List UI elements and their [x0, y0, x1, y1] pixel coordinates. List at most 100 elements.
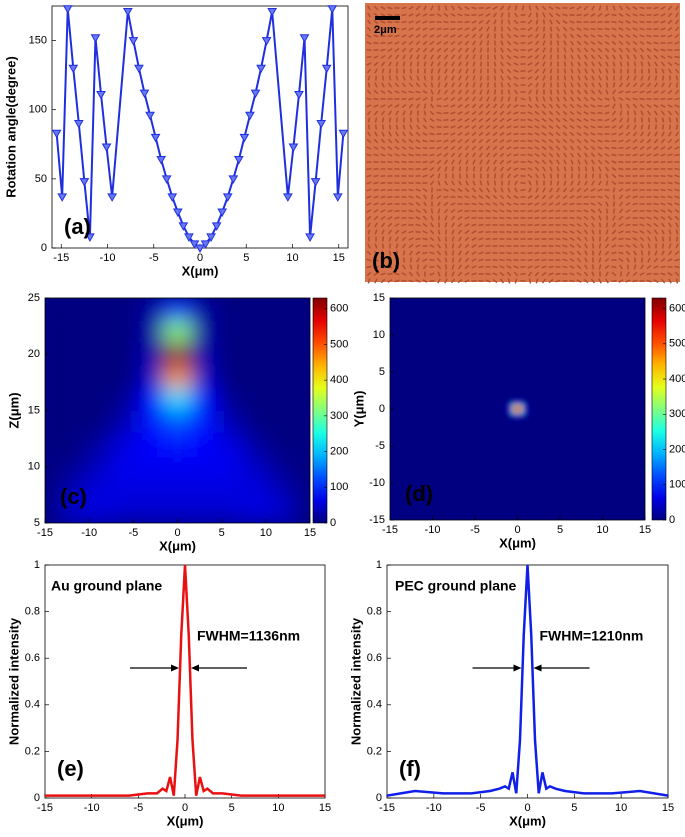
nano-antenna: [408, 27, 414, 31]
nano-antenna: [639, 6, 645, 10]
nano-antenna: [590, 20, 596, 24]
nano-antenna: [373, 34, 379, 38]
nano-antenna: [646, 27, 652, 31]
cell: [137, 410, 165, 433]
nano-antenna: [479, 89, 483, 95]
nano-antenna: [436, 250, 442, 256]
nano-antenna: [395, 117, 399, 123]
nano-antenna: [500, 82, 504, 88]
nano-antenna: [422, 215, 428, 221]
nano-antenna: [380, 278, 386, 284]
nano-antenna: [611, 27, 617, 31]
nano-antenna: [590, 111, 596, 115]
nano-antenna: [654, 117, 658, 123]
nano-antenna: [472, 68, 476, 74]
marker: [145, 111, 155, 121]
nano-antenna: [653, 20, 659, 24]
nano-antenna: [653, 48, 659, 52]
axes-box: [44, 564, 326, 799]
cell: [84, 478, 112, 501]
nano-antenna: [401, 90, 407, 94]
nano-antenna: [401, 195, 407, 199]
nano-antenna: [667, 258, 673, 262]
nano-antenna: [471, 223, 477, 227]
nano-antenna: [569, 237, 575, 241]
nano-antenna: [513, 34, 519, 38]
nano-antenna: [423, 75, 427, 81]
nano-antenna: [618, 215, 624, 221]
nano-antenna: [632, 279, 638, 283]
nano-antenna: [394, 41, 400, 45]
nano-antenna: [387, 229, 393, 235]
nano-antenna: [633, 61, 637, 67]
cell: [58, 478, 85, 501]
nano-antenna: [604, 97, 610, 101]
nano-antenna: [562, 138, 568, 144]
cell: [515, 410, 520, 415]
nano-antenna: [667, 41, 673, 45]
nano-antenna: [408, 40, 414, 46]
cell: [137, 365, 165, 388]
nano-antenna: [513, 89, 519, 95]
nano-antenna: [548, 159, 554, 165]
nano-antenna: [422, 264, 428, 270]
nano-antenna: [500, 96, 504, 102]
nano-antenna: [430, 215, 434, 221]
nano-antenna: [409, 124, 413, 130]
nano-antenna: [373, 215, 379, 221]
nano-antenna: [416, 54, 420, 60]
cell: [190, 320, 218, 343]
nano-antenna: [674, 181, 680, 185]
nano-antenna: [639, 216, 645, 220]
nano-antenna: [478, 244, 484, 248]
nano-antenna: [408, 195, 414, 199]
nano-antenna: [611, 110, 617, 116]
nano-antenna: [394, 160, 400, 164]
nano-antenna: [486, 180, 490, 186]
nano-antenna: [570, 47, 574, 53]
nano-antenna: [542, 12, 546, 18]
nano-antenna: [408, 202, 414, 206]
nano-antenna: [639, 138, 645, 144]
nano-antenna: [493, 180, 497, 186]
panel-label: (e): [57, 756, 84, 781]
nano-antenna: [429, 117, 435, 123]
nano-antenna: [549, 68, 553, 74]
nano-antenna: [576, 264, 582, 270]
nano-antenna: [626, 61, 630, 67]
nano-antenna: [639, 97, 645, 101]
nano-antenna: [576, 96, 582, 102]
nano-antenna: [415, 201, 421, 207]
nano-antenna: [444, 5, 448, 11]
nano-antenna: [583, 104, 589, 108]
nano-antenna: [422, 160, 428, 164]
nano-antenna: [443, 152, 449, 158]
nano-antenna: [514, 96, 518, 102]
y-tick-label: 5: [379, 366, 385, 378]
nano-antenna: [535, 89, 539, 95]
nano-antenna: [611, 89, 617, 95]
nano-antenna: [499, 194, 505, 200]
nano-antenna: [506, 202, 512, 206]
nano-antenna: [653, 153, 659, 157]
nano-antenna: [387, 257, 393, 263]
nano-antenna: [583, 111, 589, 115]
nano-antenna: [668, 82, 672, 88]
y-tick-label: 0: [379, 403, 385, 415]
nano-antenna: [591, 68, 595, 74]
nano-antenna: [577, 68, 581, 74]
nano-antenna: [436, 47, 442, 53]
y-axis-label: Normalized intensity: [348, 617, 363, 745]
nano-antenna: [605, 61, 609, 67]
cell: [243, 500, 271, 523]
cell: [217, 500, 244, 523]
nano-antenna: [597, 132, 603, 136]
nano-antenna: [486, 40, 490, 46]
cell: [270, 343, 297, 366]
nano-antenna: [422, 237, 428, 241]
y-tick-label: 15: [373, 292, 385, 304]
x-tick-label: -10: [426, 802, 442, 814]
nano-antenna: [625, 27, 631, 31]
nano-antenna: [367, 5, 371, 11]
nano-antenna: [457, 278, 463, 284]
